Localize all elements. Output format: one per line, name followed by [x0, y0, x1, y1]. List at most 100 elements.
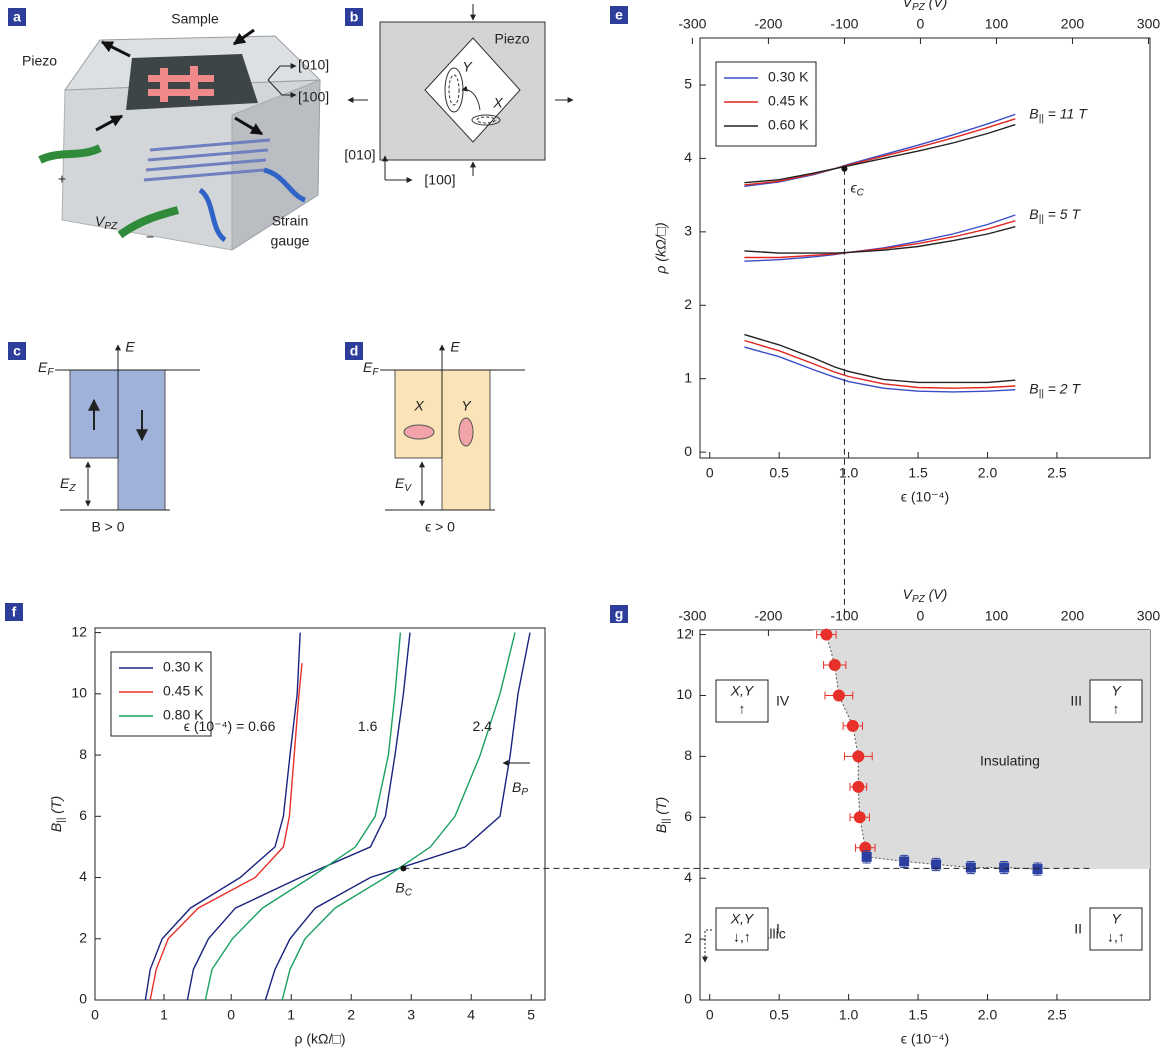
data-point [854, 811, 866, 823]
y-tick-label: 8 [79, 746, 87, 762]
panel-letter: e [615, 7, 623, 23]
diagram-label: ϵ > 0 [425, 519, 455, 535]
panel-letter: b [350, 9, 359, 25]
x2-tick-label: -200 [754, 608, 782, 624]
diagram-label: EV [395, 475, 412, 494]
curve [744, 347, 1015, 392]
data-point [966, 863, 976, 873]
y-tick-label: 0 [684, 991, 692, 1007]
x-tick-label: 1 [160, 1007, 168, 1023]
legend-label: 0.45 K [768, 93, 809, 109]
diagram-label: X [492, 95, 503, 111]
curve-label: ϵ (10⁻⁴) = 0.66 [184, 718, 276, 734]
critical-label: BC [395, 879, 412, 898]
diagram-label: Strain [272, 213, 309, 229]
curve [744, 215, 1015, 261]
curve [187, 633, 410, 1000]
diagram-label: − [146, 229, 154, 245]
subscript: F [47, 367, 54, 378]
subscript: P [521, 787, 528, 798]
diagram-label: [010] [344, 147, 375, 163]
x-axis-label: ϵ (10⁻⁴) [901, 489, 949, 505]
y-axis-label: B|| (T) [48, 796, 67, 832]
x-tick-label: 0 [706, 1007, 714, 1023]
y-tick-label: 0 [79, 991, 87, 1007]
x-tick-label: 2.0 [978, 1007, 998, 1023]
subscript: C [857, 187, 865, 198]
x2-tick-label: 300 [1137, 608, 1161, 624]
x2-axis-label: VPZ (V) [903, 0, 948, 13]
data-point [820, 629, 832, 641]
phase-numeral: II [1074, 921, 1082, 937]
diagram-label: + [58, 171, 66, 187]
phase-spins: ↑ [1113, 701, 1120, 717]
text-part: B [395, 879, 404, 895]
y-tick-label: 8 [684, 747, 692, 763]
x-tick-label: 0 [706, 465, 714, 481]
panel-letter: g [615, 606, 624, 622]
curve-label: B|| = 2 T [1029, 380, 1081, 399]
y-tick-label: 2 [684, 296, 692, 312]
x2-tick-label: 0 [917, 608, 925, 624]
text-part: B [1029, 105, 1038, 121]
phase-valleys: X,Y [730, 911, 755, 927]
curve-label: B|| = 11 T [1029, 105, 1088, 124]
phase-numeral: III [1070, 693, 1082, 709]
spin-bands [55, 345, 200, 510]
figure: abcdSamplePiezo[010][100]+−StraingaugePi… [0, 0, 1166, 1055]
y-tick-label: 4 [79, 868, 87, 884]
x2-tick-label: 0 [917, 16, 925, 32]
x-tick-label: 0.5 [769, 1007, 789, 1023]
x2-tick-label: 100 [985, 608, 1009, 624]
x-tick-label: 1.5 [908, 465, 928, 481]
legend-label: 0.30 K [163, 659, 204, 675]
legend-label: 0.45 K [163, 683, 204, 699]
panel-letter: f [12, 604, 17, 620]
phase-spins: ↑ [739, 701, 746, 717]
y-tick-label: 10 [676, 686, 692, 702]
y-tick-label: 2 [79, 929, 87, 945]
data-point [899, 856, 909, 866]
x2-tick-label: 200 [1061, 16, 1085, 32]
phase-valleys: X,Y [730, 683, 755, 699]
diagram-label: E [450, 339, 460, 355]
data-point [847, 720, 859, 732]
subscript: PZ [912, 2, 926, 13]
data-point [852, 781, 864, 793]
diagram-label: Sample [171, 11, 219, 27]
strain-sketch [348, 4, 573, 180]
y-tick-label: 2 [684, 930, 692, 946]
x-tick-label: 2.5 [1047, 1007, 1067, 1023]
curve [744, 221, 1015, 258]
annotation: BP [512, 779, 528, 798]
diagram-label: [100] [298, 89, 329, 105]
phase-spins: ↓,↑ [1107, 929, 1125, 945]
curve-label: B|| = 5 T [1029, 206, 1081, 225]
x-tick-label: 4 [467, 1007, 475, 1023]
x2-tick-label: -300 [678, 608, 706, 624]
y-tick-label: 1 [684, 369, 692, 385]
curve [282, 633, 515, 1000]
y-tick-label: 0 [684, 443, 692, 459]
text-part: B [1029, 206, 1038, 222]
curve [265, 633, 530, 1000]
x2-tick-label: 100 [985, 16, 1009, 32]
y-axis-label: B|| (T) [653, 797, 672, 833]
x-axis-label: ϵ (10⁻⁴) [901, 1031, 949, 1047]
diagram-label: [010] [298, 57, 329, 73]
text-part: (T) [48, 796, 64, 818]
y-tick-label: 12 [676, 625, 692, 641]
x-tick-label: 0.5 [769, 465, 789, 481]
legend-label: 0.60 K [768, 117, 809, 133]
data-point [999, 863, 1009, 873]
text-part: (T) [653, 797, 669, 819]
y-tick-label: 4 [684, 869, 692, 885]
curve-label: 1.6 [358, 718, 378, 734]
x-tick-label: 2.5 [1047, 465, 1067, 481]
panel-letter: c [13, 343, 21, 359]
diagram-label: EF [363, 359, 379, 378]
x2-tick-label: -300 [678, 16, 706, 32]
x2-tick-label: -200 [754, 16, 782, 32]
text-part: (V) [925, 586, 948, 602]
critical-label: ϵC [850, 179, 864, 198]
